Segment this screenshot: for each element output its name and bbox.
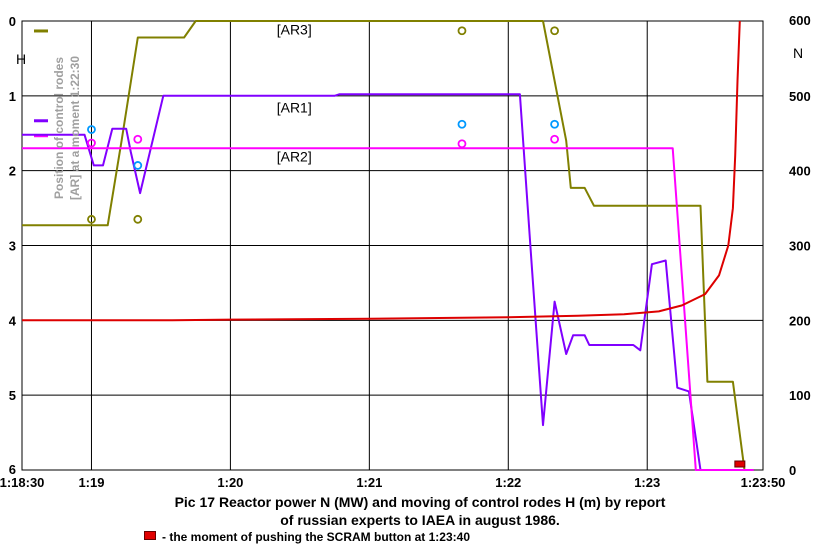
chart-title-line2: of russian experts to IAEA in august 198… (280, 512, 560, 528)
x-tick-label: 1:21 (356, 475, 382, 490)
vertical-axis-title-line1: Position of control rodes (52, 57, 66, 199)
scram-legend: - the moment of pushing the SCRAM button… (144, 530, 470, 544)
point-marker (133, 161, 143, 170)
series-line-2 (22, 93, 740, 471)
point-marker (550, 134, 559, 144)
series-lines (22, 20, 754, 471)
series-line-3 (22, 147, 754, 471)
y-right-tick-label: 600 (789, 13, 811, 28)
series-label: [AR3] (277, 21, 312, 37)
y-left-tick-label: 3 (9, 239, 16, 254)
point-marker (87, 125, 96, 134)
point-marker (457, 139, 467, 149)
x-tick-label: 1:18:30 (0, 475, 44, 490)
y-left-tick-label: 1 (9, 89, 16, 104)
series-line-1 (22, 20, 746, 471)
y-right-tick-label: 400 (789, 164, 811, 179)
point-marker (87, 214, 96, 224)
x-tick-label: 1:23 (634, 475, 660, 490)
series-label: [AR1] (277, 99, 312, 115)
y-left-tick-label: 5 (9, 388, 16, 403)
y-right-tick-label: 100 (789, 388, 811, 403)
scram-legend-marker (144, 531, 156, 540)
gridlines (21, 20, 764, 471)
x-tick-label: 1:22 (495, 475, 521, 490)
point-marker (133, 214, 143, 224)
axis-labels: 1:18:30 1:19 1:20 1:21 1:22 1:23 1:23:50012345… (0, 13, 811, 490)
y-left-tick-label: 0 (9, 14, 16, 29)
scram-legend-text: - the moment of pushing the SCRAM button… (162, 530, 470, 544)
x-tick-label: 1:19 (78, 475, 104, 490)
point-marker (133, 134, 143, 144)
y-right-tick-label: 300 (789, 239, 811, 254)
y-left-tick-label: 2 (9, 164, 16, 179)
y-left-axis-label: H (16, 51, 26, 67)
point-marker (550, 26, 559, 36)
y-right-tick-label: 500 (789, 89, 811, 104)
x-tick-label: 1:20 (217, 475, 243, 490)
point-markers (87, 26, 746, 468)
point-marker (550, 119, 559, 129)
y-right-axis-label: N (793, 45, 803, 61)
point-marker (457, 119, 467, 129)
y-left-tick-label: 6 (9, 462, 16, 477)
y-right-tick-label: 200 (789, 313, 811, 328)
vertical-axis-title-line2: [AR] at a moment 1:22:30 (68, 56, 82, 200)
point-marker (87, 138, 96, 148)
point-marker (457, 26, 467, 36)
x-tick-label: 1:23:50 (741, 475, 786, 490)
series-label: [AR2] (277, 149, 312, 165)
y-right-tick-label: 0 (789, 463, 796, 478)
series-line-4 (22, 20, 741, 322)
scram-marker (734, 460, 746, 468)
chart-title-line1: Pic 17 Reactor power N (MW) and moving o… (174, 494, 666, 510)
y-left-tick-label: 4 (9, 313, 17, 328)
